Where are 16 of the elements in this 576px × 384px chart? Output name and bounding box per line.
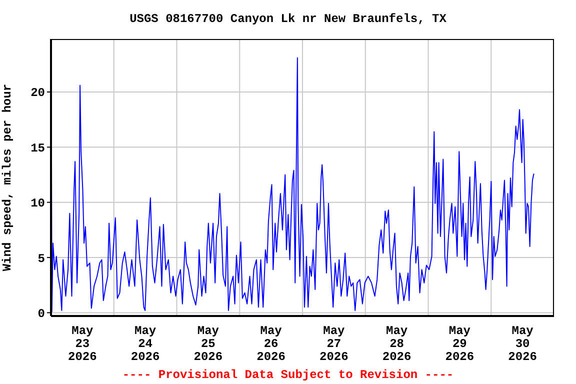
x-tick-label: May 24 2026 [130, 324, 160, 364]
y-tick-label: 20 [30, 86, 45, 100]
x-tick-label: May 29 2026 [445, 324, 474, 364]
y-tick-label: 15 [30, 141, 45, 156]
text: ---- Provisional Data Subject to Revision ---- [121, 368, 455, 382]
x-tick-label: May 27 2026 [320, 324, 348, 364]
y-axis-title: Wind speed, miles per hour [0, 84, 14, 272]
y-tick-label: 0 [38, 306, 45, 321]
x-tick-label: May 25 2026 [194, 324, 223, 364]
x-tick-label: May 28 2026 [382, 324, 412, 364]
y-tick-label: 10 [30, 196, 45, 211]
chart-title: USGS 08167700 Canyon Lk nr New Braunfels, TX [128, 12, 448, 26]
x-tick-label: May 30 2026 [508, 324, 537, 364]
y-tick-label: 5 [38, 252, 45, 266]
x-tick-label: May 26 2026 [256, 324, 286, 364]
x-tick-label: May 23 2026 [68, 324, 97, 364]
